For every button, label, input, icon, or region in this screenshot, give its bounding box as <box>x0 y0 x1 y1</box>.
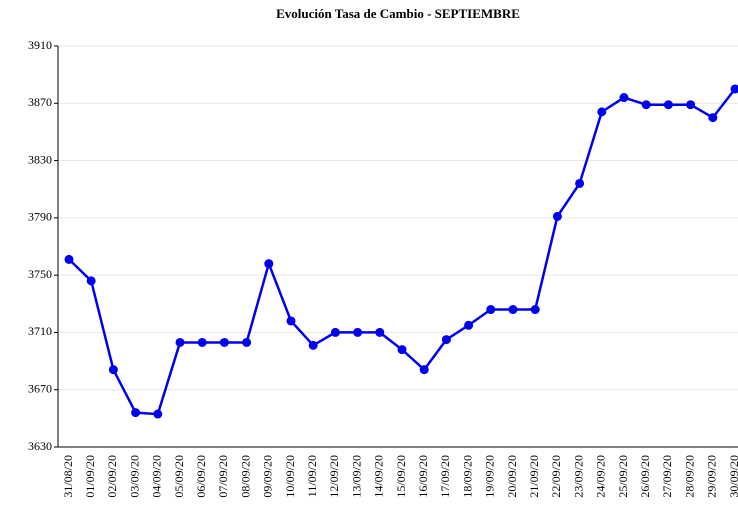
point <box>508 305 518 315</box>
point <box>242 337 252 347</box>
y-tick-label: 3870 <box>28 95 52 109</box>
x-tick-label: 07/09/20 <box>216 455 230 498</box>
point <box>686 100 696 110</box>
point <box>530 305 540 315</box>
point <box>486 305 496 315</box>
x-tick-label: 02/09/20 <box>105 455 119 498</box>
point <box>197 337 207 347</box>
x-tick-label: 23/09/20 <box>571 455 585 498</box>
x-tick-label: 28/09/20 <box>682 455 696 498</box>
x-tick-label: 30/09/20 <box>727 455 738 498</box>
x-tick-label: 25/09/20 <box>616 455 630 498</box>
point <box>353 327 363 337</box>
point <box>153 409 163 419</box>
x-tick-label: 11/09/20 <box>305 455 319 497</box>
plot <box>64 84 738 419</box>
point <box>397 345 407 355</box>
y-tick-label: 3790 <box>28 210 52 224</box>
x-tick-label: 16/09/20 <box>416 455 430 498</box>
x-tick-label: 10/09/20 <box>283 455 297 498</box>
point <box>264 259 274 269</box>
point <box>219 337 229 347</box>
point <box>552 211 562 221</box>
x-tick-label: 06/09/20 <box>194 455 208 498</box>
chart-title: Evolución Tasa de Cambio - SEPTIEMBRE <box>276 6 520 21</box>
x-tick-label: 19/09/20 <box>483 455 497 498</box>
point <box>330 327 340 337</box>
x-tick-label: 20/09/20 <box>505 455 519 498</box>
x-tick-label: 18/09/20 <box>460 455 474 498</box>
x-tick-label: 22/09/20 <box>549 455 563 498</box>
y-tick-label: 3670 <box>28 381 52 395</box>
y-tick-label: 3830 <box>28 152 52 166</box>
point <box>441 335 451 345</box>
x-tick-label: 08/09/20 <box>238 455 252 498</box>
y-tick-label: 3630 <box>28 439 52 453</box>
point <box>708 113 718 123</box>
point <box>575 178 585 188</box>
point <box>597 107 607 117</box>
point <box>64 254 74 264</box>
point <box>86 276 96 286</box>
x-tick-label: 12/09/20 <box>327 455 341 498</box>
point <box>286 316 296 326</box>
x-tick-label: 13/09/20 <box>349 455 363 498</box>
point <box>175 337 185 347</box>
x-tick-label: 05/09/20 <box>172 455 186 498</box>
point <box>663 100 673 110</box>
point <box>375 327 385 337</box>
point <box>131 408 141 418</box>
line <box>68 88 736 416</box>
x-tick-label: 17/09/20 <box>438 455 452 498</box>
point <box>730 84 738 94</box>
x-tick-label: 21/09/20 <box>527 455 541 498</box>
x-tick-label: 26/09/20 <box>638 455 652 498</box>
y-tick-label: 3750 <box>28 267 52 281</box>
x-tick-label: 14/09/20 <box>372 455 386 498</box>
point <box>419 365 429 375</box>
x-tick-label: 31/08/20 <box>61 455 75 498</box>
y-tick-label: 3710 <box>28 324 52 338</box>
point <box>619 93 629 103</box>
x-tick-label: 03/09/20 <box>127 455 141 498</box>
point <box>641 100 651 110</box>
x-tick-label: 09/09/20 <box>261 455 275 498</box>
x-tick-label: 04/09/20 <box>150 455 164 498</box>
x-tick-label: 24/09/20 <box>594 455 608 498</box>
x-tick-label: 15/09/20 <box>394 455 408 498</box>
point <box>308 340 318 350</box>
x-tick-label: 01/09/20 <box>83 455 97 498</box>
x-tick-label: 29/09/20 <box>705 455 719 498</box>
x-tick-label: 27/09/20 <box>660 455 674 498</box>
y-tick-label: 3910 <box>28 38 52 52</box>
point <box>464 320 474 330</box>
point <box>108 365 118 375</box>
